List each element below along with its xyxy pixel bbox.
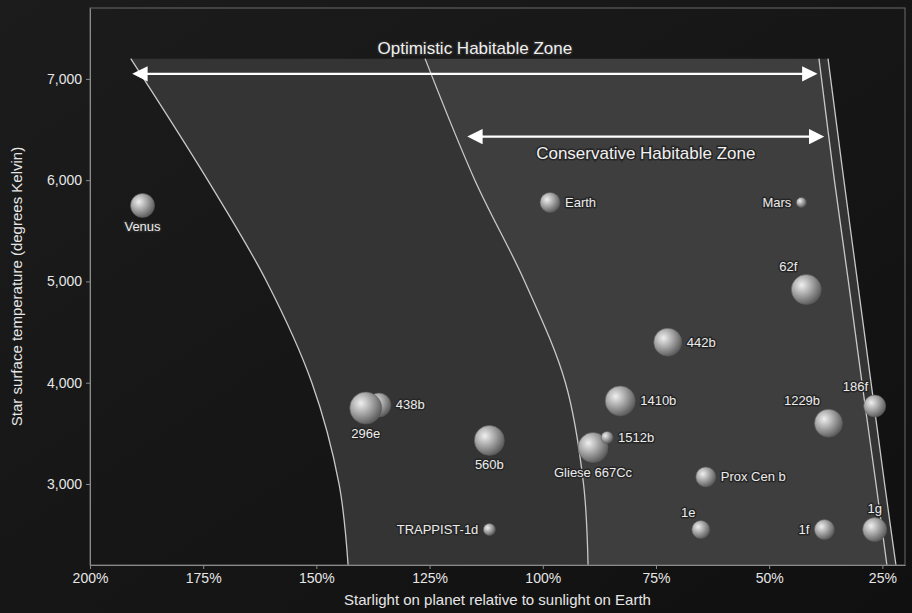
zone-arrow [135, 73, 814, 75]
planet [540, 192, 560, 212]
y-axis: 3,000 4,000 5,000 6,000 7,000 [47, 9, 91, 566]
planet-labels: Venus Earth Mars 62f 442b 438b 296e 1410b 560b Gl… [124, 195, 881, 537]
y-tick: 6,000 [47, 172, 90, 188]
zone-boundary [828, 59, 896, 565]
planet [654, 328, 682, 356]
zone-boundary [131, 59, 348, 565]
x-tick-label: 100% [525, 570, 561, 586]
planet [601, 431, 613, 443]
planet [605, 386, 635, 416]
y-tick-label: 4,000 [47, 375, 82, 391]
planet [131, 193, 155, 217]
chart: Venus Earth Mars 62f 442b 438b 296e 1410b 560b Gl… [0, 0, 912, 613]
x-tick-mark [882, 565, 883, 569]
planet [696, 467, 716, 487]
x-tick-mark [316, 565, 317, 569]
y-tick-mark [86, 484, 90, 485]
x-tick-label: 50% [756, 570, 784, 586]
planet [791, 275, 821, 305]
y-tick: 3,000 [47, 476, 90, 492]
y-tick-mark [86, 383, 90, 384]
zone-label: Optimistic Habitable Zone [378, 39, 573, 58]
zone-arrow [470, 136, 821, 138]
x-tick-mark [90, 565, 91, 569]
x-tick: 200% [73, 565, 109, 586]
x-tick: 150% [299, 565, 335, 586]
y-tick-mark [86, 281, 90, 282]
planet-label: 560b [475, 457, 504, 472]
x-axis: 200% 175% 150% 125% 100% 75% 50% 25% [73, 565, 906, 586]
planet [483, 524, 495, 536]
planet-label: TRAPPIST-1d [397, 522, 479, 537]
planet-label: 1e [681, 505, 695, 520]
x-tick-mark [430, 565, 431, 569]
x-tick-label: 200% [73, 570, 109, 586]
planet-label: 1410b [640, 393, 676, 408]
y-tick-mark [86, 79, 90, 80]
x-axis-title: Starlight on planet relative to sunlight… [344, 591, 651, 608]
plot-area [131, 59, 896, 565]
conservative-zone-fill [425, 59, 887, 565]
plot-frame [90, 8, 905, 565]
planet [474, 425, 504, 455]
x-tick: 50% [756, 565, 784, 586]
planet-label: Prox Cen b [721, 469, 786, 484]
planet [864, 395, 886, 417]
planet [814, 520, 834, 540]
planet [863, 518, 887, 542]
zone-label: Conservative Habitable Zone [536, 144, 755, 163]
planet-label: 1229b [784, 393, 820, 408]
planet-label: Gliese 667Cc [554, 465, 633, 480]
x-tick-label: 175% [186, 570, 222, 586]
planet [814, 409, 842, 437]
planet-label: 62f [779, 259, 797, 274]
x-tick: 100% [525, 565, 561, 586]
annotations: Optimistic Habitable Zone Conservative Ha… [135, 39, 821, 163]
y-tick: 4,000 [47, 375, 90, 391]
y-axis-line [90, 9, 91, 566]
planet-label: Earth [565, 195, 596, 210]
y-axis-title: Star surface temperature (degrees Kelvin… [8, 147, 25, 426]
x-tick: 125% [412, 565, 448, 586]
planet [350, 392, 382, 424]
background [0, 0, 912, 613]
y-tick: 7,000 [47, 71, 90, 87]
y-tick-label: 7,000 [47, 71, 82, 87]
x-axis-line [91, 565, 906, 566]
x-tick-label: 150% [299, 570, 335, 586]
x-tick-mark [769, 565, 770, 569]
x-tick-mark [203, 565, 204, 569]
planet-label: 442b [687, 335, 716, 350]
x-tick-label: 125% [412, 570, 448, 586]
planet-label: 1f [799, 522, 810, 537]
planet-label: 1512b [618, 430, 654, 445]
y-tick-label: 5,000 [47, 273, 82, 289]
y-tick-mark [86, 180, 90, 181]
zone-boundary [425, 59, 588, 565]
x-tick-label: 25% [869, 570, 897, 586]
x-tick: 75% [642, 565, 670, 586]
y-tick-label: 3,000 [47, 476, 82, 492]
x-tick-mark [656, 565, 657, 569]
zone-boundary [819, 59, 887, 565]
x-tick-mark [543, 565, 544, 569]
x-tick-label: 75% [642, 570, 670, 586]
planet-label: Mars [762, 195, 791, 210]
planet-label: 438b [396, 397, 425, 412]
y-tick: 5,000 [47, 273, 90, 289]
y-tick-label: 6,000 [47, 172, 82, 188]
x-tick: 25% [869, 565, 897, 586]
planet [692, 521, 710, 539]
planet-label: 296e [351, 426, 380, 441]
optimistic-zone-fill [131, 59, 896, 565]
planet-label: 186f [843, 379, 869, 394]
planet-label: Venus [124, 219, 161, 234]
planet-label: 1g [867, 501, 881, 516]
x-tick: 175% [186, 565, 222, 586]
planet [796, 197, 806, 207]
